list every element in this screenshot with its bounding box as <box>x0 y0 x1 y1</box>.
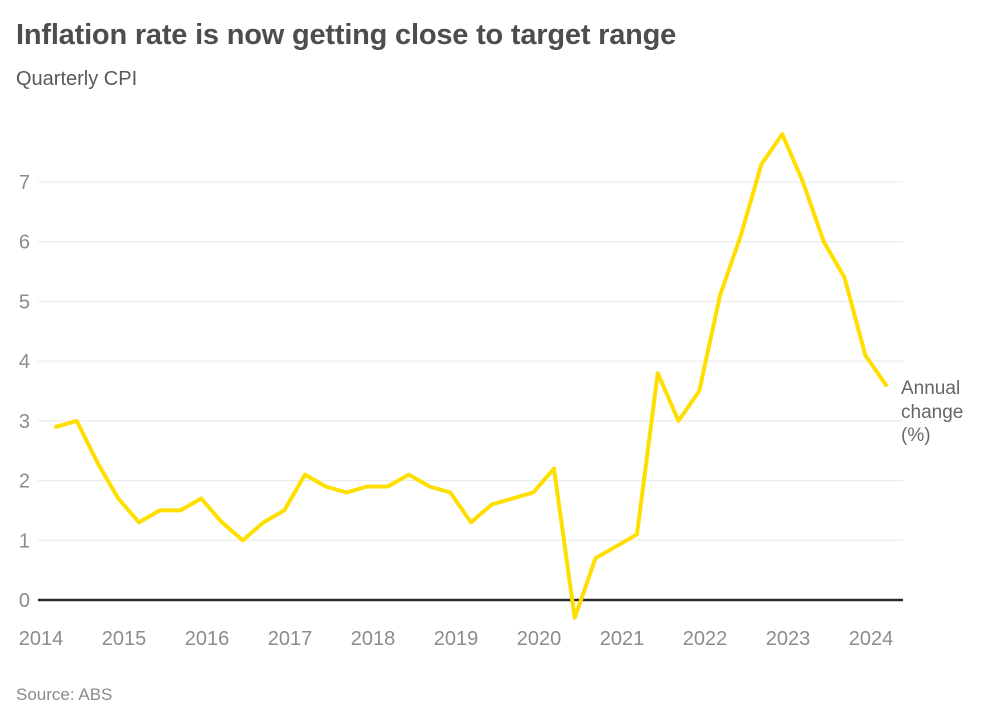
y-tick-label: 5 <box>19 291 30 313</box>
x-tick-label: 2022 <box>683 628 728 650</box>
y-tick-label: 4 <box>19 351 30 373</box>
x-tick-label: 2017 <box>268 628 313 650</box>
x-tick-label: 2020 <box>517 628 562 650</box>
y-tick-label: 6 <box>19 232 30 254</box>
x-tick-label: 2018 <box>351 628 396 650</box>
x-tick-label: 2016 <box>185 628 230 650</box>
series-label-line-3: (%) <box>901 425 931 446</box>
y-tick-label: 0 <box>19 590 30 612</box>
series-label-line-2: change <box>901 401 964 423</box>
x-tick-label: 2024 <box>849 628 894 650</box>
x-tick-label: 2023 <box>766 628 811 650</box>
x-tick-label: 2019 <box>434 628 479 650</box>
y-tick-label: 7 <box>19 172 30 194</box>
y-tick-label: 3 <box>19 411 30 433</box>
chart-title: Inflation rate is now getting close to t… <box>16 19 677 51</box>
chart-subtitle: Quarterly CPI <box>16 68 138 90</box>
cpi-line-path <box>54 132 888 620</box>
y-tick-label: 2 <box>19 471 30 493</box>
source-note: Source: ABS <box>16 685 113 704</box>
x-tick-label: 2021 <box>600 628 645 650</box>
series-label: Annual change (%) <box>901 377 999 448</box>
x-tick-label: 2015 <box>102 628 147 650</box>
x-tick-label: 2014 <box>19 628 64 650</box>
series-label-line-1: Annual <box>901 378 961 399</box>
y-tick-label: 1 <box>19 530 30 552</box>
